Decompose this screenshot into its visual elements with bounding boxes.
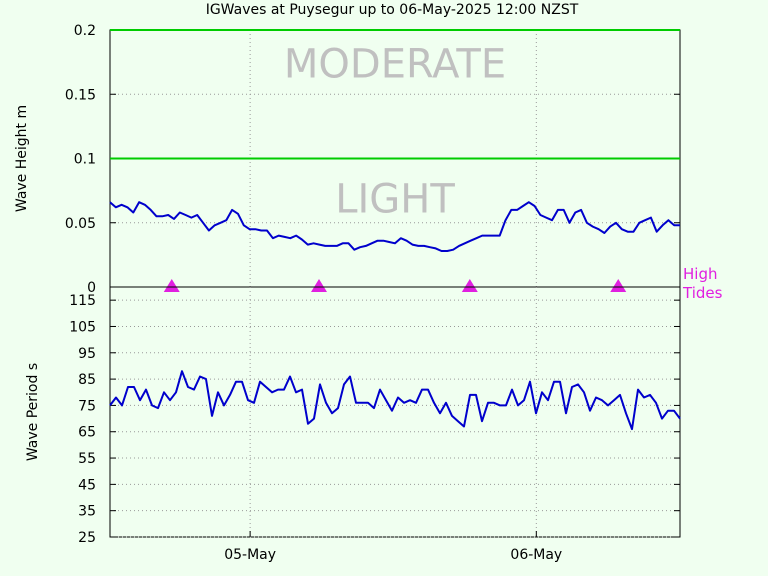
y-tick-label: 0.05 [65, 216, 96, 232]
high-tide-marker [461, 279, 478, 292]
high-tides-label-line: High [683, 265, 717, 283]
high-tides-label: High Tides [682, 265, 723, 302]
y-axis-label: Wave Height m [14, 105, 30, 212]
chart-title: IGWaves at Puysegur up to 06-May-2025 12… [206, 2, 579, 18]
series-line [109, 201, 680, 252]
y-axis-label: Wave Period s [25, 363, 41, 461]
high-tides-label-line: Tides [682, 284, 723, 302]
y-tick-label: 75 [78, 398, 96, 414]
y-tick-label: 95 [78, 346, 96, 362]
y-tick-label: 85 [78, 372, 96, 388]
high-tide-marker [610, 279, 627, 292]
y-tick-label: 0.15 [65, 87, 96, 103]
x-tick-label: 06-May [510, 547, 562, 563]
y-tick-label: 105 [69, 319, 96, 335]
high-tide-marker [163, 279, 180, 292]
band-label: MODERATE [284, 42, 506, 88]
y-tick-label: 0.2 [74, 23, 96, 39]
series-line [109, 370, 681, 431]
band-label: LIGHT [335, 176, 455, 222]
y-tick-label: 115 [69, 293, 96, 309]
y-tick-label: 65 [78, 425, 96, 441]
wave-height-panel: 0 0.05 0.1 0.15 0.2 Wave Height m MODERATE LIGH… [14, 23, 681, 296]
y-tick-label: 45 [78, 477, 96, 493]
plot-frame [109, 286, 681, 538]
high-tide-marker [311, 279, 327, 292]
x-tick-label: 05-May [224, 547, 276, 563]
y-tick-label: 0 [87, 280, 96, 296]
wave-period-panel: 25 35 45 55 65 75 85 95 105 115 Wave Period s 05-Ma… [25, 286, 681, 563]
y-tick-label: 0.1 [74, 152, 96, 168]
y-tick-label: 55 [78, 451, 96, 467]
y-tick-label: 25 [78, 530, 96, 546]
y-tick-label: 35 [78, 504, 96, 520]
